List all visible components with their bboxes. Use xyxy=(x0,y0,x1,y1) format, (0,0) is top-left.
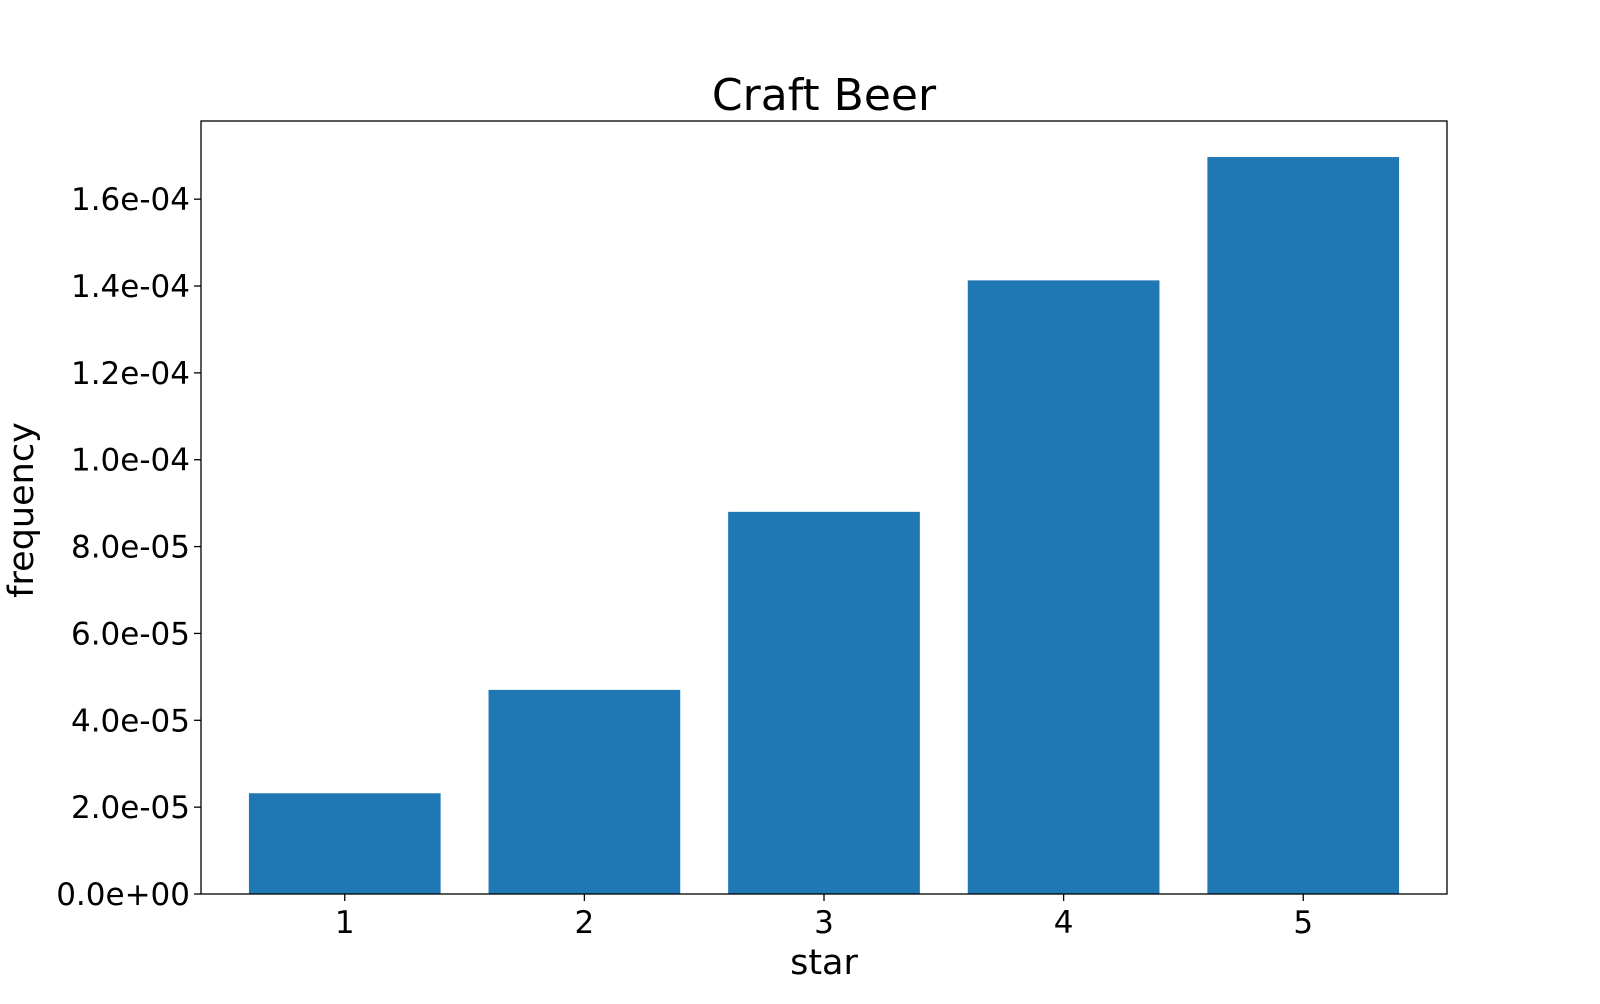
chart-title: Craft Beer xyxy=(712,70,937,121)
x-tick-label: 2 xyxy=(575,905,595,941)
y-tick-label: 1.6e-04 xyxy=(71,182,190,218)
y-axis-label: frequency xyxy=(2,422,42,598)
y-tick-label: 2.0e-05 xyxy=(71,790,190,826)
x-tick-label: 3 xyxy=(814,905,834,941)
plot-frame xyxy=(200,120,1448,895)
bar-star-2 xyxy=(488,689,681,894)
x-axis-label: star xyxy=(790,943,858,983)
y-tick-label: 6.0e-05 xyxy=(71,616,190,652)
y-tick-label: 1.4e-04 xyxy=(71,269,190,305)
y-tick-label: 1.0e-04 xyxy=(71,443,190,479)
bar-star-5 xyxy=(1207,157,1400,895)
bar-star-4 xyxy=(967,280,1160,894)
y-tick-label: 1.2e-04 xyxy=(71,356,190,392)
y-axis-ticks: 0.0e+00 2.0e-05 4.0e-05 6.0e-05 8.0e-05 1.0e-… xyxy=(56,182,201,913)
y-tick-label: 4.0e-05 xyxy=(71,703,190,739)
y-tick-label: 8.0e-05 xyxy=(71,530,190,566)
bar-star-3 xyxy=(728,511,920,894)
x-tick-label: 5 xyxy=(1293,905,1313,941)
x-tick-label: 1 xyxy=(335,905,355,941)
x-axis-ticks: 1 2 3 4 5 xyxy=(335,894,1313,941)
bars-group xyxy=(248,157,1400,895)
bar-star-1 xyxy=(248,793,441,894)
y-tick-label: 0.0e+00 xyxy=(56,877,190,913)
x-tick-label: 4 xyxy=(1054,905,1074,941)
